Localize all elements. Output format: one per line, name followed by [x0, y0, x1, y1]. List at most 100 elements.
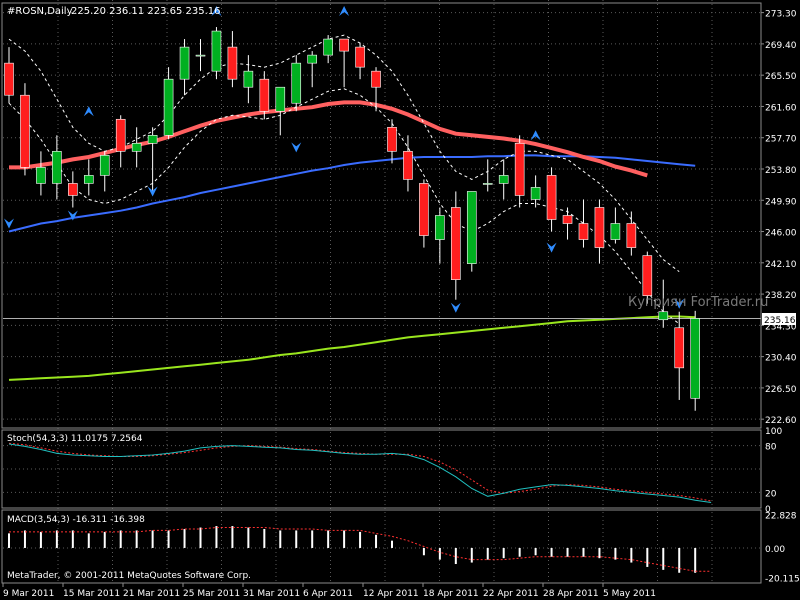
price-tick-label: 253.80 — [765, 166, 797, 176]
copyright-text: MetaTrader, © 2001-2011 MetaQuotes Softw… — [7, 571, 251, 581]
fractal-up-arrow — [339, 6, 350, 17]
stoch-tick-label: 80 — [765, 443, 777, 453]
price-tick-label: 269.40 — [765, 41, 797, 51]
price-tick-label: 249.90 — [765, 197, 797, 207]
candle-body — [36, 167, 46, 184]
candle-body — [419, 183, 429, 236]
candle-body — [626, 223, 637, 248]
date-tick-label: 12 Apr 2011 — [363, 589, 419, 599]
main-price-panel — [3, 6, 761, 411]
fractal-down-arrow — [291, 142, 302, 153]
date-tick-label: 5 May 2011 — [603, 589, 656, 599]
price-tick-label: 257.70 — [765, 135, 797, 145]
fractal-down-arrow — [4, 218, 14, 229]
price-tick-label: 234.30 — [765, 322, 797, 332]
macd-label: MACD(3,54,3) -16.311 -16.398 — [7, 515, 145, 525]
stoch-tick-label: 20 — [765, 489, 777, 499]
date-tick-label: 28 Apr 2011 — [543, 589, 599, 599]
macd-panel-frame — [1, 509, 762, 584]
main-panel-frame — [1, 2, 762, 429]
stoch-tick-label: 0 — [765, 505, 771, 515]
stoch-panel-frame — [1, 429, 762, 509]
price-tick-label: 222.60 — [765, 416, 797, 426]
candle-body — [562, 215, 573, 224]
envelope-upper-line — [8, 34, 680, 272]
candle-body — [371, 70, 381, 88]
price-tick-label: 238.20 — [765, 291, 797, 301]
candle-body — [610, 223, 621, 240]
candle-body — [68, 183, 78, 196]
candle-body — [339, 38, 349, 52]
date-tick-label: 31 Mar 2011 — [243, 589, 300, 599]
candle-body — [52, 151, 62, 184]
date-tick-label: 25 Mar 2011 — [183, 589, 240, 599]
ohlc-header: 225.20 236.11 223.65 235.16 — [71, 6, 221, 17]
candle-body — [163, 78, 174, 136]
fractal-down-arrow — [546, 242, 557, 253]
date-tick-label: 6 Apr 2011 — [303, 589, 353, 599]
candle-body — [435, 215, 445, 240]
candle-body — [674, 327, 685, 369]
price-tick-label: 265.50 — [765, 72, 797, 82]
ma-slow-line — [8, 315, 696, 381]
candle-body — [514, 143, 525, 196]
candle-body — [530, 187, 541, 200]
ma-fast-line — [9, 100, 648, 178]
candle-body — [403, 151, 413, 180]
candle-body — [131, 143, 142, 152]
candle-body — [658, 311, 669, 321]
candle-body — [227, 46, 238, 80]
candle-body — [115, 118, 126, 152]
candle-body — [355, 46, 365, 68]
candle-body — [83, 175, 94, 184]
candle-body — [259, 78, 270, 112]
stoch-tick-label: 100 — [765, 427, 782, 437]
current-price-label: 235.16 — [764, 316, 796, 326]
fractal-down-arrow — [674, 298, 685, 309]
candle-body — [642, 255, 653, 296]
fractal-up-arrow — [211, 6, 222, 17]
price-tick-label: 242.10 — [765, 260, 797, 270]
candle-body — [211, 30, 222, 72]
candle-body — [387, 126, 397, 152]
macd-signal-line — [9, 527, 712, 572]
current-price-tag — [762, 313, 796, 325]
candle-body — [451, 207, 461, 280]
candle-body — [4, 62, 14, 96]
fractal-up-arrow — [530, 130, 541, 141]
chart-title: #ROSN,Daily — [7, 6, 73, 17]
fractal-up-arrow — [83, 106, 94, 117]
price-tick-label: 230.40 — [765, 354, 797, 364]
price-tick-label: 261.60 — [765, 103, 797, 113]
macd-tick-label: -20.115 — [765, 574, 800, 584]
candle-body — [99, 155, 110, 176]
date-tick-label: 21 Mar 2011 — [123, 589, 180, 599]
stoch-label: Stoch(54,3,3) 11.0175 7.2564 — [7, 434, 143, 444]
candle-body — [466, 191, 477, 264]
date-tick-label: 9 Mar 2011 — [3, 589, 54, 599]
date-tick-label: 15 Mar 2011 — [63, 589, 120, 599]
candle-body — [20, 94, 30, 168]
stoch-main-line — [8, 443, 712, 503]
candle-body — [578, 223, 589, 240]
date-tick-label: 22 Apr 2011 — [483, 589, 539, 599]
candle-body — [291, 62, 302, 104]
candle-body — [275, 86, 286, 112]
fractal-down-arrow — [67, 210, 78, 221]
macd-tick-label: 0.00 — [765, 545, 785, 555]
candle-body — [243, 70, 254, 88]
candle-body — [546, 175, 557, 220]
price-tick-label: 273.30 — [765, 10, 797, 20]
grid — [1, 0, 762, 584]
price-tick-label: 246.00 — [765, 229, 797, 239]
watermark-text: Куприян ForTrader.ru — [628, 295, 768, 310]
fractal-down-arrow — [147, 186, 158, 197]
candle-body — [307, 54, 318, 64]
candle-body — [323, 38, 333, 56]
candle-body — [195, 54, 206, 57]
date-tick-label: 18 Apr 2011 — [423, 589, 479, 599]
macd-panel — [8, 526, 712, 573]
candle-body — [594, 207, 605, 248]
